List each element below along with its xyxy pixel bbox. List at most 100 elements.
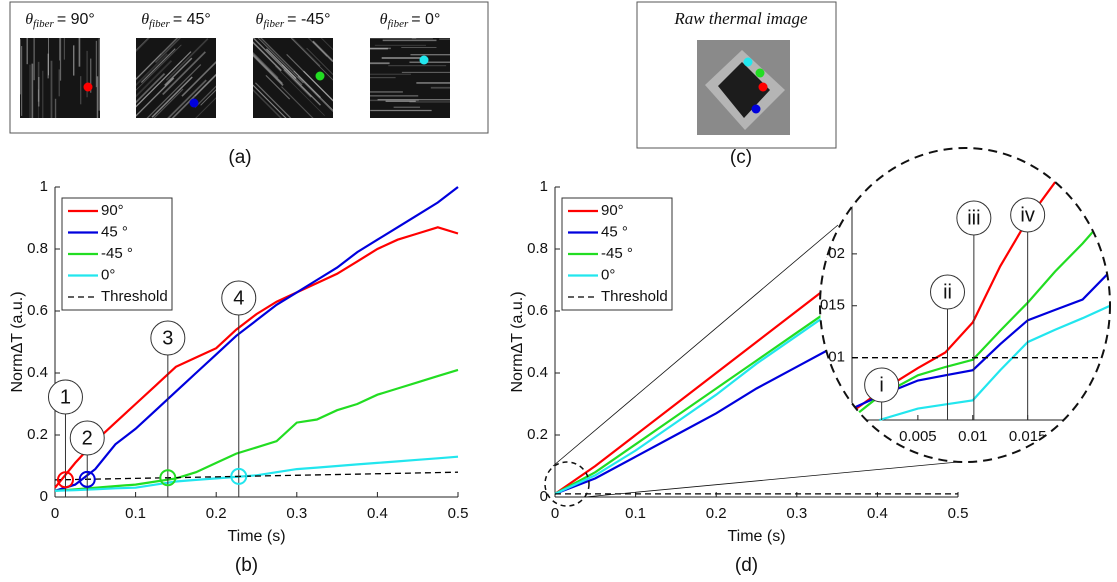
- streak: [136, 73, 166, 104]
- streak: [140, 48, 176, 84]
- streak: [320, 38, 333, 51]
- x-tick-label: 0: [551, 505, 559, 522]
- x-axis-label: Time (s): [227, 528, 285, 545]
- annotation-label: ii: [943, 281, 952, 303]
- x-tick-label: 0.4: [367, 505, 388, 522]
- annotation-bubble: [221, 280, 257, 316]
- value: = -45°: [287, 11, 330, 28]
- legend-label: 45 °: [601, 223, 628, 240]
- image: [136, 38, 216, 118]
- dot: [743, 57, 753, 67]
- streak: [253, 53, 283, 84]
- streak: [171, 73, 216, 118]
- y-tick-label: 0: [540, 488, 548, 505]
- streak: [136, 53, 162, 80]
- streak: [255, 82, 292, 118]
- x-tick-label: 0.01: [958, 428, 987, 445]
- streak: [253, 88, 283, 118]
- panel-label: θfiber = 0°: [380, 11, 441, 30]
- y-tick-label: 0.4: [27, 364, 48, 381]
- panel-title: Raw thermal image: [673, 9, 808, 28]
- streak: [136, 38, 151, 53]
- streak: [162, 51, 206, 96]
- fiber-images: θfiber = 90° θfiber = 45° θfiber = -45° θfiber…: [20, 11, 450, 118]
- streak: [265, 74, 291, 100]
- caption: (d): [735, 555, 758, 576]
- thermal-image: [697, 40, 790, 135]
- streak: [136, 44, 182, 91]
- streak: [146, 64, 202, 118]
- y-axis-label: NormΔT (a.u.): [509, 291, 526, 392]
- legend: 90° 45 ° -45 ° 0° Threshold: [61, 197, 173, 311]
- streak: [257, 38, 304, 84]
- streak: [274, 65, 325, 116]
- streak: [194, 74, 216, 97]
- subscript: fiber: [387, 18, 408, 30]
- y-tick-label: 0.025: [807, 193, 845, 210]
- streak: [195, 97, 216, 118]
- streak: [260, 38, 321, 98]
- annotation-label: iv: [1020, 204, 1034, 226]
- x-tick-label: 0.5: [448, 505, 469, 522]
- streak: [291, 38, 321, 67]
- streak: [194, 85, 216, 108]
- chart-d: 0 0.1 0.2 0.3 0.4 0.5 0 0.2 0.4 0.6 0.8 1 Time (s) No…: [509, 147, 1111, 576]
- annotation-bubble: [956, 200, 992, 236]
- y-tick-label: 0.2: [27, 426, 48, 443]
- x-tick-label: 0.1: [625, 505, 646, 522]
- caption: (a): [228, 147, 251, 168]
- caption: (c): [730, 147, 752, 168]
- y-tick-label: 0.6: [27, 302, 48, 319]
- x-tick-label: 0.4: [867, 505, 888, 522]
- y-tick-label: 0.2: [527, 426, 548, 443]
- streak: [136, 60, 173, 98]
- threshold-crossing: [78, 470, 96, 488]
- symbol: θ: [141, 11, 149, 28]
- annotation-label: 4: [233, 287, 244, 309]
- dot: [189, 98, 199, 108]
- streak: [164, 57, 193, 86]
- legend-label: 0°: [101, 266, 115, 283]
- zoom-connector: [552, 224, 839, 467]
- annotation-label: 1: [60, 386, 71, 408]
- symbol: θ: [25, 11, 33, 28]
- legend-label: 90°: [601, 202, 624, 219]
- subscript: fiber: [149, 18, 170, 30]
- x-tick-label: 0.2: [706, 505, 727, 522]
- threshold-crossing: [159, 469, 177, 487]
- streak: [281, 86, 314, 118]
- threshold-line: [54, 471, 459, 481]
- dot: [315, 71, 325, 81]
- streak: [253, 54, 284, 87]
- series-line: [54, 226, 459, 489]
- streak: [293, 70, 333, 111]
- inset-outline: [819, 147, 1111, 463]
- legend-label: Threshold: [601, 288, 668, 305]
- streak: [253, 84, 287, 118]
- y-axis-label: NormΔT (a.u.): [9, 291, 26, 392]
- legend-label: -45 °: [601, 245, 633, 262]
- streaks: [370, 38, 450, 112]
- value: = 45°: [173, 11, 211, 28]
- streak: [151, 76, 193, 118]
- streak: [297, 76, 333, 113]
- image: [370, 38, 450, 118]
- series-line: [879, 304, 1110, 422]
- x-tick-label: 0.015: [1009, 428, 1047, 445]
- streaks: [136, 38, 216, 118]
- x-tick-label: 0.3: [286, 505, 307, 522]
- legend-label: 90°: [101, 202, 124, 219]
- x-tick-label: 0.005: [899, 428, 937, 445]
- legend-label: -45 °: [101, 245, 133, 262]
- dot: [751, 104, 761, 114]
- streak: [136, 38, 179, 81]
- streak: [136, 38, 149, 51]
- y-tick-label: 1: [40, 178, 48, 195]
- annotation-bubble: [864, 367, 900, 403]
- x-tick-label: 0.1: [125, 505, 146, 522]
- series-line: [554, 306, 838, 495]
- symbol: θ: [256, 11, 264, 28]
- annotation-bubble: [150, 320, 186, 356]
- annotation-bubble: [47, 379, 83, 415]
